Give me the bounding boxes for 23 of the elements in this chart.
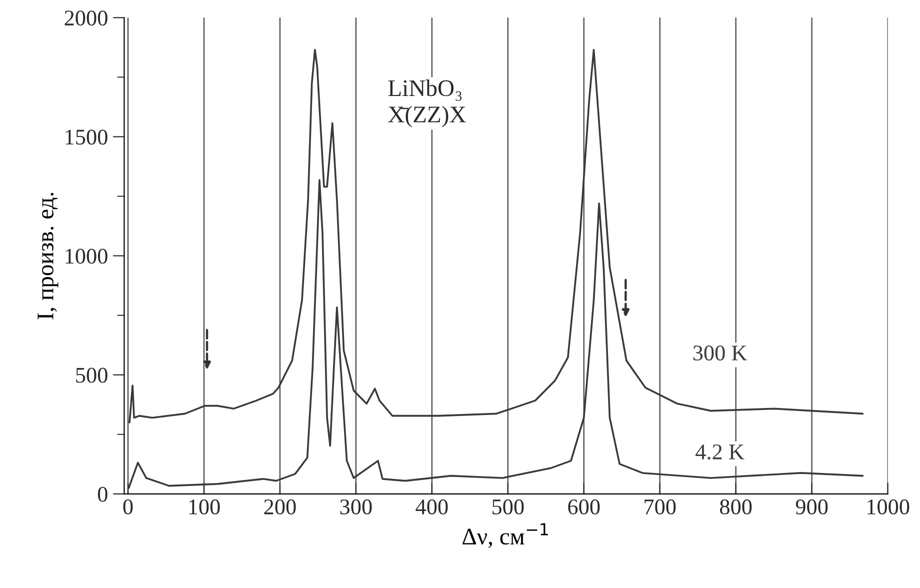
x-tick-label: 0 xyxy=(123,499,133,514)
x-tick-label: 600 xyxy=(568,499,600,514)
y-tick-label: 0 xyxy=(98,486,108,502)
annotation: LiNbO₃ X̄(ZZ)X xyxy=(388,80,466,128)
x-tick-label: 400 xyxy=(416,499,448,514)
x-axis-title: Δν, см$^{−1}$ xyxy=(462,523,548,548)
x-tick-label: 500 xyxy=(492,499,524,514)
y-tick-label: 1000 xyxy=(66,248,108,264)
x-tick-label: 1000 xyxy=(868,499,910,514)
series-label: 4.2 K xyxy=(696,444,744,460)
x-tick-label: 100 xyxy=(189,499,220,514)
x-tick-label: 700 xyxy=(644,499,676,514)
x-tick-label: 900 xyxy=(796,499,828,514)
line-series xyxy=(128,48,864,424)
y-axis-title: I, произв. ед. xyxy=(38,192,58,320)
x-tick-label: 200 xyxy=(264,499,296,514)
x-tick-label: 800 xyxy=(720,499,752,514)
y-tick-label: 2000 xyxy=(64,10,108,26)
y-tick-label: 1500 xyxy=(66,130,108,145)
x-tick-label: 300 xyxy=(340,499,372,514)
text: 300 K xyxy=(693,346,748,361)
y-tick-label: 500 xyxy=(76,368,108,383)
line-series xyxy=(128,179,864,489)
